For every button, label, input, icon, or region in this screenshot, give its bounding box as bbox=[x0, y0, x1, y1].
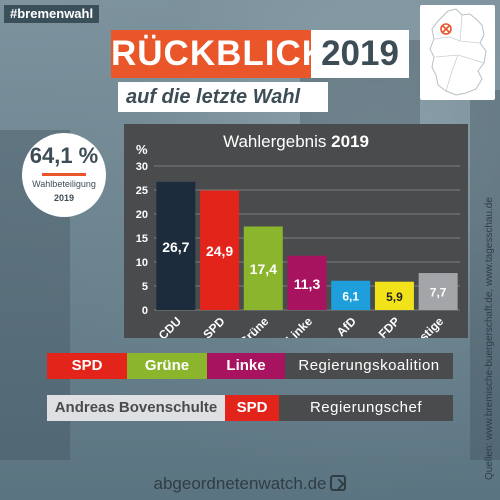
y-tick-label: 10 bbox=[136, 257, 148, 269]
bar-spd bbox=[200, 190, 240, 310]
x-tick-label: AfD bbox=[334, 314, 359, 338]
x-tick-label: Sonstige bbox=[401, 314, 447, 338]
y-tick-label: 25 bbox=[136, 185, 148, 197]
bar-value-label: 26,7 bbox=[162, 239, 189, 255]
bar-value-label: 17,4 bbox=[250, 261, 277, 277]
y-tick-label: 15 bbox=[136, 233, 148, 245]
bar-value-label: 5,9 bbox=[386, 290, 403, 304]
headline-year: 2019 bbox=[311, 30, 409, 78]
bar-cdu bbox=[156, 181, 196, 310]
turnout-label: Wahlbeteiligung bbox=[32, 179, 96, 189]
turnout-year: 2019 bbox=[53, 193, 75, 203]
chart-title: Wahlergebnis 2019 bbox=[124, 132, 468, 152]
y-tick-label: 20 bbox=[136, 209, 148, 221]
leader-party: SPD bbox=[225, 395, 279, 421]
coalition-party-gruene: Grüne bbox=[127, 353, 207, 379]
bar-value-label: 24,9 bbox=[206, 243, 233, 259]
bar-linke bbox=[287, 255, 327, 310]
chart-title-text: Wahlergebnis bbox=[223, 132, 327, 151]
germany-map-icon bbox=[429, 8, 487, 96]
bar-grüne bbox=[243, 226, 283, 310]
x-tick-label: FDP bbox=[376, 314, 403, 338]
coalition-description: Regierungskoalition bbox=[285, 353, 453, 379]
leader-name: Andreas Bovenschulte bbox=[47, 395, 225, 421]
chart-panel: Wahlergebnis 2019 % 0 5 10 15 20 25 30 26,7 CDU 24… bbox=[124, 124, 468, 338]
y-tick-label: 5 bbox=[142, 281, 148, 293]
y-tick-label: 0 bbox=[142, 305, 148, 317]
coalition-row: SPD Grüne Linke Regierungskoalition bbox=[47, 353, 453, 379]
headline-subtitle: auf die letzte Wahl bbox=[118, 82, 328, 112]
coalition-party-spd: SPD bbox=[47, 353, 127, 379]
footer-site[interactable]: abgeordnetenwatch.de bbox=[153, 474, 327, 493]
bar-chart: % 0 5 10 15 20 25 30 26,7 CDU 24,9 SPD 17,4 Grüne 11,3… bbox=[136, 142, 460, 338]
abgeordnetenwatch-logo-icon bbox=[330, 475, 347, 491]
bar-fdp bbox=[374, 281, 414, 310]
bar-value-label: 7,7 bbox=[430, 286, 447, 300]
hashtag-label: #bremenwahl bbox=[4, 5, 100, 23]
map-panel bbox=[420, 5, 495, 100]
bar-value-label: 6,1 bbox=[342, 289, 359, 303]
coalition-party-linke: Linke bbox=[207, 353, 285, 379]
y-tick-label: 30 bbox=[136, 161, 148, 173]
y-axis-label: % bbox=[136, 142, 148, 157]
bar-value-label: 11,3 bbox=[294, 276, 321, 292]
turnout-badge: 64,1 % Wahlbeteiligung 2019 bbox=[22, 133, 106, 217]
leader-row: Andreas Bovenschulte SPD Regierungschef bbox=[47, 395, 453, 421]
turnout-divider bbox=[42, 173, 86, 176]
headline-title: RÜCKBLICK bbox=[111, 30, 327, 78]
x-tick-label: Linke bbox=[283, 314, 315, 338]
chart-title-year: 2019 bbox=[331, 132, 369, 151]
footer: abgeordnetenwatch.de bbox=[0, 468, 500, 500]
leader-description: Regierungschef bbox=[279, 395, 453, 421]
turnout-value: 64,1 % bbox=[29, 143, 99, 168]
bar-sonstige bbox=[418, 273, 458, 310]
source-note: Quellen: www.bremische-buergerschaft.de,… bbox=[484, 197, 495, 480]
x-tick-label: CDU bbox=[156, 314, 184, 338]
x-tick-label: SPD bbox=[200, 314, 228, 338]
x-tick-label: Grüne bbox=[237, 314, 272, 338]
bremen-marker-icon bbox=[440, 23, 452, 35]
bar-afd bbox=[331, 280, 371, 310]
